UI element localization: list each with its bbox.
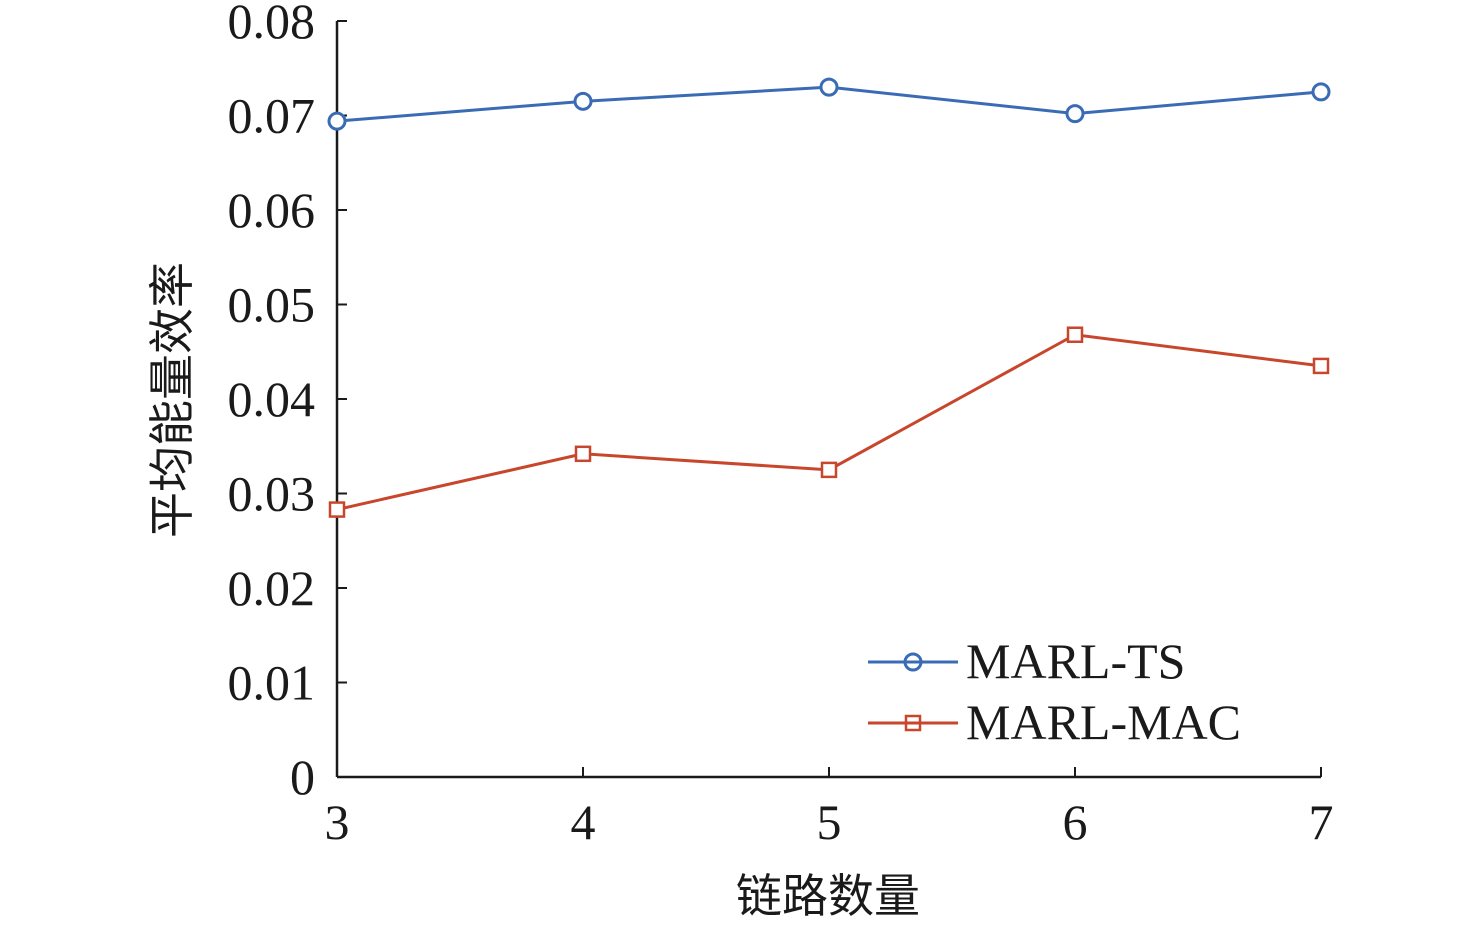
y-tick-label: 0.06 xyxy=(228,182,316,238)
data-point-marl-ts xyxy=(1065,104,1085,124)
y-tick-label: 0.03 xyxy=(228,466,316,522)
data-point-marl-ts xyxy=(573,91,593,111)
data-point-marl-ts xyxy=(1311,82,1331,102)
data-point-marl-mac xyxy=(820,461,838,479)
legend-marker-marl-mac xyxy=(904,714,922,732)
y-tick-label: 0.08 xyxy=(228,0,316,49)
legend: MARL-TS MARL-MAC xyxy=(868,633,1241,750)
x-axis-label: 链路数量 xyxy=(736,869,920,923)
data-point-marl-mac xyxy=(574,445,592,463)
y-tick-label: 0 xyxy=(290,749,315,805)
x-tick-label: 3 xyxy=(325,794,350,850)
y-axis-label: 平均能量效率 xyxy=(145,262,199,538)
data-point-marl-mac xyxy=(328,501,346,518)
y-tick-label: 0.01 xyxy=(228,655,316,711)
series-group xyxy=(327,77,1331,518)
x-tick-label: 6 xyxy=(1063,794,1088,850)
ticks: 0 0.01 0.02 0.03 0.04 0.05 0.06 0.07 0.08 3 4 5 6 7 xyxy=(228,0,1334,850)
y-tick-label: 0.05 xyxy=(228,277,316,333)
legend-label-marl-ts: MARL-TS xyxy=(966,633,1185,689)
y-tick-label: 0.02 xyxy=(228,560,316,616)
y-tick-label: 0.07 xyxy=(228,88,316,144)
x-tick-label: 5 xyxy=(817,794,842,850)
data-point-marl-ts xyxy=(327,111,347,131)
data-point-marl-mac xyxy=(1066,326,1084,343)
x-tick-label: 4 xyxy=(571,794,596,850)
series-line-marl-mac xyxy=(336,333,1322,512)
data-point-marl-mac xyxy=(1312,357,1330,375)
y-tick-label: 0.04 xyxy=(228,371,316,427)
x-tick-label: 7 xyxy=(1309,794,1334,850)
legend-marker-marl-ts xyxy=(903,652,923,672)
legend-label-marl-mac: MARL-MAC xyxy=(966,694,1241,750)
data-point-marl-ts xyxy=(819,77,839,97)
